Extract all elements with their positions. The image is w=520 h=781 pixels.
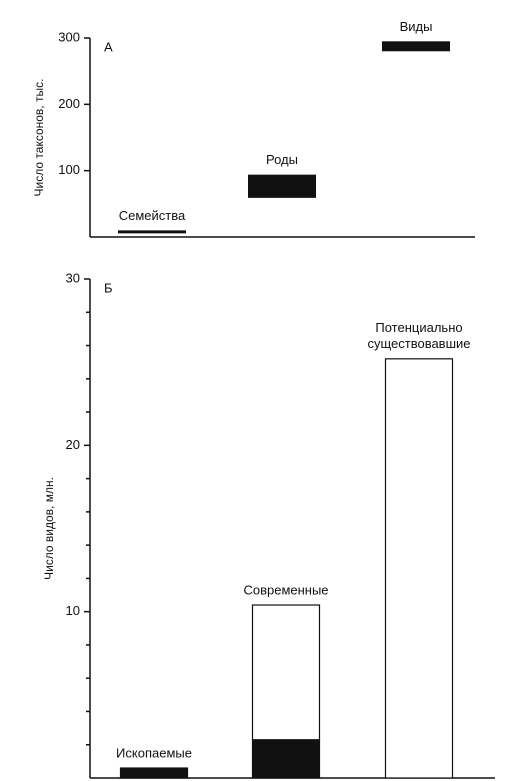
- range-bar: [118, 230, 186, 234]
- range-bar: [248, 174, 316, 198]
- y-tick-label: 30: [66, 270, 80, 285]
- bar-segment: [251, 739, 321, 779]
- category-label: Семейства: [119, 208, 186, 223]
- y-tick-label: 10: [66, 603, 80, 618]
- category-label: Виды: [400, 19, 433, 34]
- y-tick-label: 200: [58, 96, 80, 111]
- category-label: Роды: [266, 152, 298, 167]
- category-label: Современные: [243, 582, 328, 597]
- category-label: Потенциально существовавшие: [367, 320, 470, 351]
- bar-segment: [119, 767, 189, 779]
- y-tick-label: 100: [58, 162, 80, 177]
- panel-label: Б: [104, 280, 113, 295]
- panel-label: А: [104, 39, 113, 54]
- bar-segment: [384, 358, 454, 779]
- range-bar: [382, 41, 450, 52]
- y-axis-title: Число таксонов, тыс.: [32, 79, 46, 197]
- y-tick-label: 300: [58, 29, 80, 44]
- y-tick-label: 20: [66, 437, 80, 452]
- category-label: Ископаемые: [116, 745, 192, 760]
- bar-segment: [251, 604, 321, 741]
- y-axis-title: Число видов, млн.: [42, 477, 56, 580]
